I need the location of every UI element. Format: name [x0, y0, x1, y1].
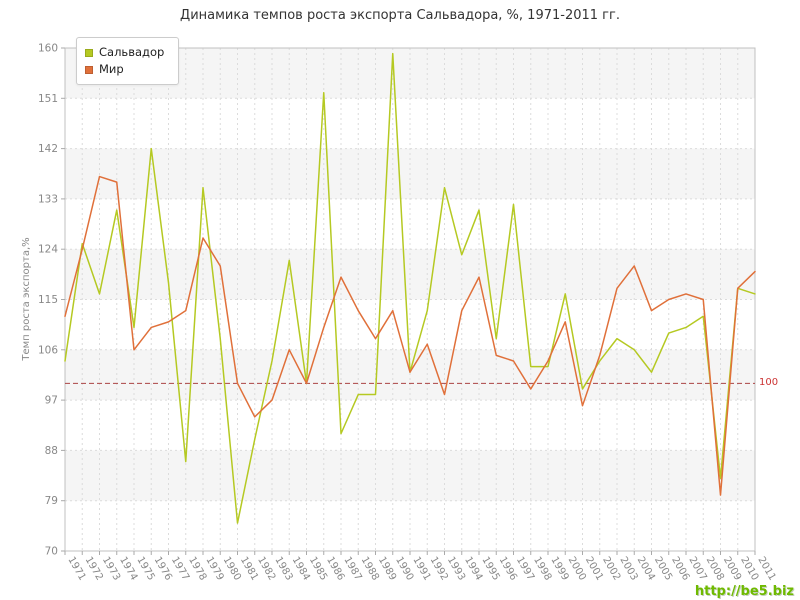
reference-line-label: 100 — [759, 377, 779, 389]
y-tick-label: 97 — [45, 395, 58, 407]
chart-title: Динамика темпов роста экспорта Сальвадор… — [180, 8, 620, 23]
legend-label-salvador: Сальвадор — [99, 45, 165, 59]
y-tick-label: 70 — [45, 546, 58, 558]
legend-label-world: Мир — [99, 62, 124, 76]
legend-item-salvador[interactable]: Сальвадор — [85, 44, 164, 61]
y-tick-label: 79 — [45, 495, 58, 507]
y-tick-label: 124 — [38, 244, 58, 256]
watermark-link[interactable]: http://be5.biz — [694, 584, 794, 599]
world-swatch — [85, 65, 93, 74]
y-tick-label: 106 — [38, 344, 58, 356]
legend-item-world[interactable]: Мир — [85, 61, 164, 78]
y-tick-label: 151 — [38, 93, 58, 105]
y-tick-label: 115 — [38, 294, 58, 306]
y-tick-label: 160 — [38, 43, 58, 55]
y-tick-label: 142 — [38, 143, 58, 155]
legend: Сальвадор Мир — [76, 37, 180, 85]
x-tick-label: 2011 — [755, 555, 777, 583]
y-tick-label: 88 — [45, 445, 58, 457]
series-line-world[interactable] — [64, 175, 756, 496]
y-tick-label: 133 — [38, 193, 58, 205]
salvador-swatch — [85, 48, 93, 57]
